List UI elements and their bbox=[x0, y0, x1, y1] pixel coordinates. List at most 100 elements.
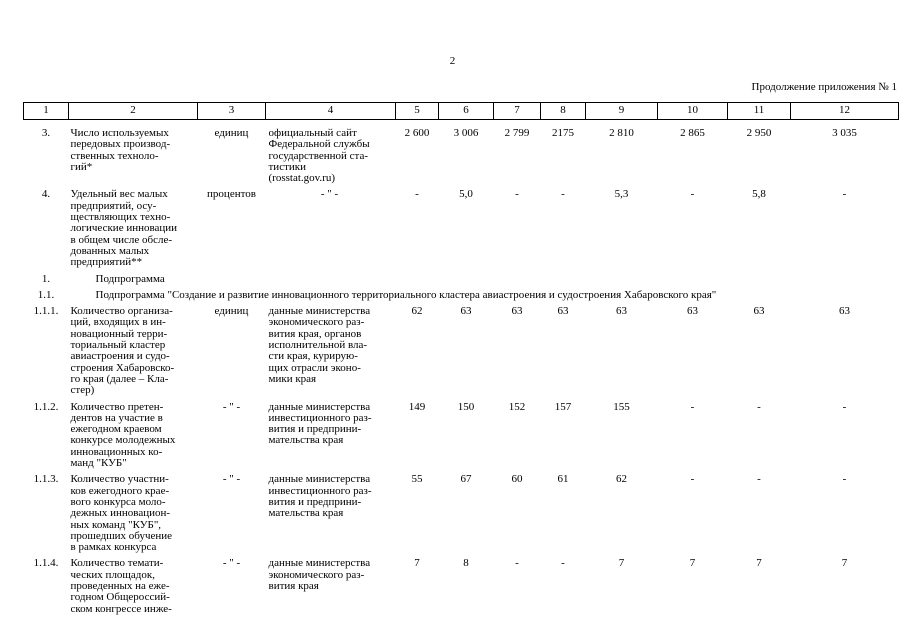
value-cell: 63 bbox=[460, 305, 472, 318]
column-header-12: 12 bbox=[790, 102, 899, 120]
row-number: 1.1.3. bbox=[33, 473, 59, 486]
value-cell: 3 006 bbox=[453, 127, 479, 139]
indicator-name: Удельный вес малых предприятий, осу- щес… bbox=[70, 188, 178, 269]
table-row-4: 4. Удельный вес малых предприятий, осу- … bbox=[24, 184, 899, 268]
row-number: 3. bbox=[41, 127, 51, 139]
value-cell: - bbox=[757, 473, 761, 486]
value-cell: 60 bbox=[511, 473, 523, 486]
value-cell: - bbox=[515, 557, 519, 570]
value-cell: 2 950 bbox=[746, 127, 772, 139]
column-header-10: 10 bbox=[657, 102, 728, 120]
value-cell: 7 bbox=[689, 557, 696, 570]
value-cell: - bbox=[690, 473, 695, 486]
table-row-3: 3. Число используемых передовых производ… bbox=[24, 120, 899, 185]
value-cell: 2 600 bbox=[404, 127, 430, 139]
value-cell: 63 bbox=[687, 305, 698, 318]
value-cell: 155 bbox=[613, 400, 630, 413]
value-cell: 63 bbox=[511, 305, 523, 318]
unit-cell: единиц bbox=[214, 305, 249, 318]
value-cell: 2 799 bbox=[504, 127, 530, 139]
source-cell: официальный сайт Федеральной службы госу… bbox=[268, 127, 370, 185]
value-cell: 63 bbox=[616, 305, 627, 318]
value-cell: - bbox=[842, 473, 847, 486]
value-cell: - bbox=[842, 188, 847, 201]
unit-cell-ditto: - " - bbox=[222, 557, 241, 570]
value-cell: 5,3 bbox=[614, 188, 629, 201]
value-cell: - bbox=[561, 557, 565, 570]
source-cell: данные министерства инвестиционного раз-… bbox=[268, 400, 372, 447]
table-body: 3. Число используемых передовых производ… bbox=[24, 120, 899, 615]
value-cell: 3 035 bbox=[832, 127, 857, 139]
table-row-1-1-3: 1.1.3. Количество участни- ков ежегодног… bbox=[24, 469, 899, 553]
indicator-name: Количество организа- ций, входящих в ин-… bbox=[70, 305, 175, 397]
column-header-1: 1 bbox=[23, 102, 69, 120]
column-header-2: 2 bbox=[68, 102, 198, 120]
value-cell: 152 bbox=[508, 400, 526, 413]
value-cell: 62 bbox=[411, 305, 423, 318]
column-header-7: 7 bbox=[493, 102, 541, 120]
table-row-1-1-1: 1.1.1. Количество организа- ций, входящи… bbox=[24, 301, 899, 396]
source-cell: данные министерства экономического раз- … bbox=[268, 557, 371, 592]
value-cell: 2175 bbox=[552, 127, 574, 139]
section-row-1-1: 1.1. Подпрограмма "Создание и развитие и… bbox=[24, 285, 899, 301]
value-cell: 67 bbox=[460, 473, 472, 486]
source-cell-ditto: - " - bbox=[320, 188, 339, 201]
section-title: Подпрограмма bbox=[95, 272, 165, 285]
source-cell: данные министерства инвестиционного раз-… bbox=[268, 473, 372, 520]
indicators-table: 1 2 3 4 5 6 7 8 9 10 11 12 3. Число испо… bbox=[23, 102, 899, 615]
unit-cell: единиц bbox=[214, 127, 249, 139]
row-number: 1.1.4. bbox=[33, 557, 59, 570]
row-number: 1.1.1. bbox=[33, 305, 59, 318]
column-header-6: 6 bbox=[438, 102, 494, 120]
column-header-5: 5 bbox=[395, 102, 439, 120]
value-cell: - bbox=[757, 400, 761, 413]
value-cell: 2 865 bbox=[680, 127, 705, 139]
table-row-1-1-4: 1.1.4. Количество темати- ческих площадо… bbox=[24, 553, 899, 615]
value-cell: - bbox=[690, 400, 695, 413]
value-cell: 55 bbox=[411, 473, 423, 486]
value-cell: 157 bbox=[554, 400, 572, 413]
column-header-9: 9 bbox=[585, 102, 658, 120]
section-number: 1.1. bbox=[37, 288, 55, 301]
section-title: Подпрограмма "Создание и развитие иннова… bbox=[95, 288, 717, 301]
appendix-continuation-note: Продолжение приложения № 1 bbox=[751, 81, 897, 93]
indicator-name: Количество претен- дентов на участие в е… bbox=[70, 400, 176, 470]
row-number: 4. bbox=[41, 188, 51, 201]
indicator-name: Количество темати- ческих площадок, пров… bbox=[70, 557, 172, 615]
column-header-11: 11 bbox=[727, 102, 791, 120]
header-row: 1 2 3 4 5 6 7 8 9 10 11 12 bbox=[23, 102, 899, 120]
value-cell: 5,8 bbox=[752, 188, 766, 201]
unit-cell: процентов bbox=[207, 188, 256, 201]
value-cell: 5,0 bbox=[459, 188, 473, 201]
value-cell: 2 810 bbox=[609, 127, 634, 139]
value-cell: 62 bbox=[616, 473, 627, 486]
value-cell: - bbox=[415, 188, 419, 201]
unit-cell-ditto: - " - bbox=[222, 400, 241, 413]
value-cell: 63 bbox=[753, 305, 765, 318]
value-cell: 7 bbox=[841, 557, 848, 570]
value-cell: 7 bbox=[414, 557, 420, 570]
value-cell: 8 bbox=[463, 557, 469, 570]
value-cell: - bbox=[561, 188, 565, 201]
unit-cell-ditto: - " - bbox=[222, 473, 241, 486]
table-row-1-1-2: 1.1.2. Количество претен- дентов на учас… bbox=[24, 397, 899, 470]
indicator-name: Число используемых передовых производ- с… bbox=[70, 127, 171, 173]
column-header-8: 8 bbox=[540, 102, 586, 120]
page-number: 2 bbox=[449, 55, 456, 67]
value-cell: 7 bbox=[756, 557, 762, 570]
value-cell: 149 bbox=[408, 400, 426, 413]
section-row-1: 1. Подпрограмма bbox=[24, 269, 899, 285]
column-header-3: 3 bbox=[197, 102, 266, 120]
value-cell: - bbox=[515, 188, 519, 201]
value-cell: - bbox=[842, 400, 847, 413]
column-header-4: 4 bbox=[265, 102, 396, 120]
source-cell: данные министерства экономического раз- … bbox=[268, 305, 371, 385]
value-cell: - bbox=[690, 188, 695, 201]
value-cell: 61 bbox=[557, 473, 569, 486]
row-number: 1.1.2. bbox=[33, 400, 59, 413]
value-cell: 63 bbox=[839, 305, 850, 318]
value-cell: 7 bbox=[618, 557, 625, 570]
value-cell: 150 bbox=[457, 400, 475, 413]
section-number: 1. bbox=[41, 272, 51, 285]
